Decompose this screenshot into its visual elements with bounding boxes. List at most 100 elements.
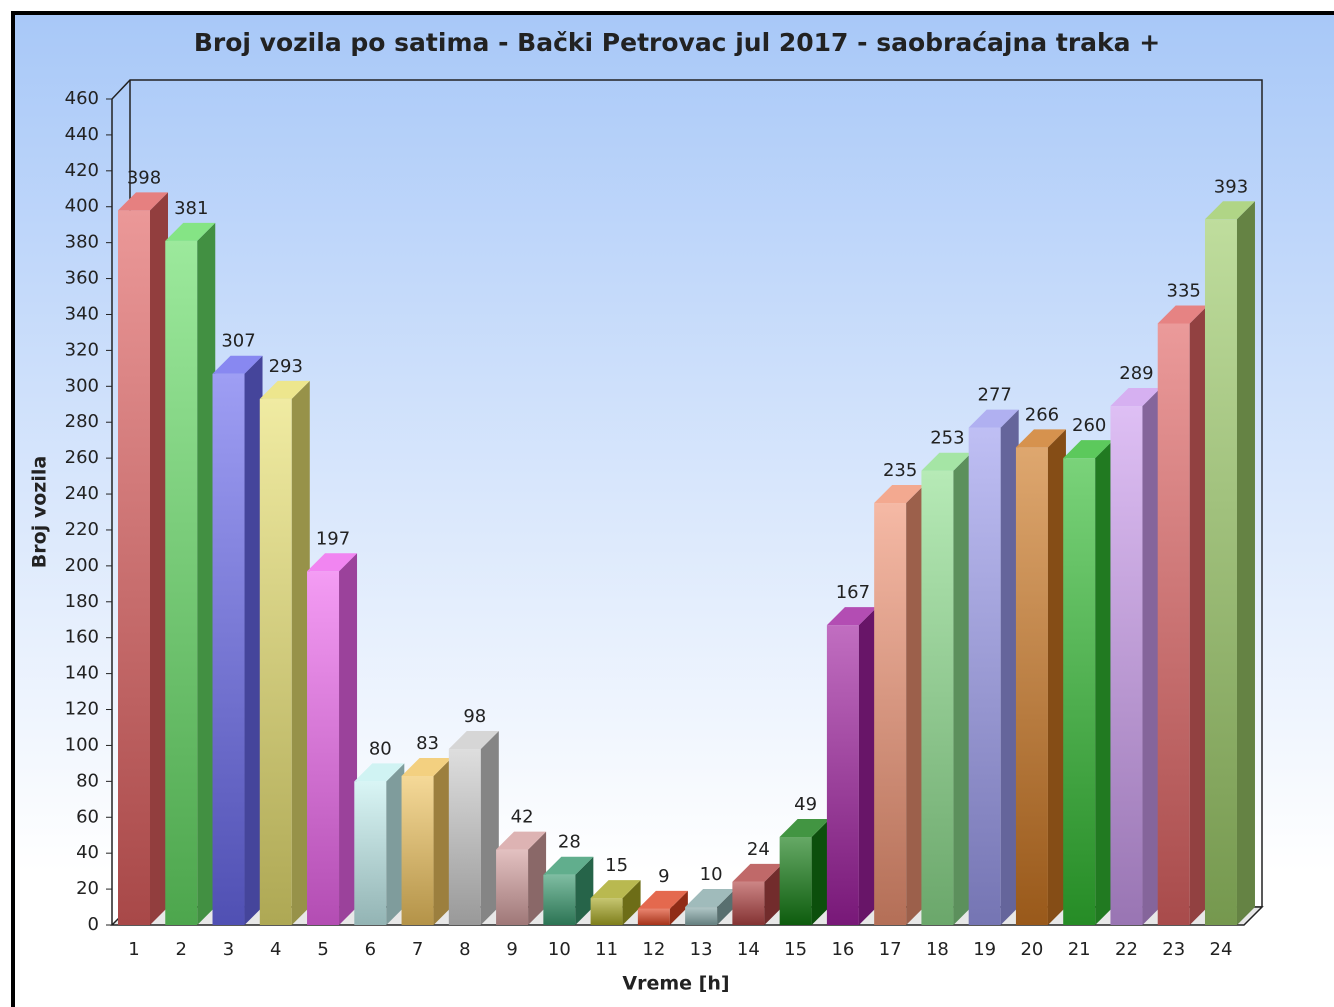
- bar-top: [401, 757, 452, 776]
- bar-top: [874, 485, 925, 504]
- bar-front: [637, 908, 670, 925]
- bar-side: [906, 485, 925, 925]
- x-tick-label: 20: [1020, 939, 1043, 960]
- y-tick-label: 380: [65, 232, 99, 253]
- bar-side: [622, 880, 641, 925]
- data-label: 307: [221, 331, 255, 352]
- bar-front: [921, 470, 954, 925]
- bar-top: [543, 856, 594, 875]
- data-label: 293: [269, 356, 303, 377]
- y-tick-label: 280: [65, 411, 99, 432]
- bar: [1204, 201, 1255, 925]
- bar: [259, 380, 310, 925]
- data-label: 42: [511, 807, 534, 828]
- bar-side: [1236, 201, 1255, 925]
- data-label: 335: [1167, 280, 1201, 301]
- bar-side: [291, 380, 310, 925]
- y-tick-label: 120: [65, 699, 99, 720]
- bar: [590, 880, 641, 925]
- data-label: 289: [1119, 363, 1153, 384]
- bar: [921, 452, 972, 925]
- bar-front: [448, 749, 481, 925]
- y-tick-label: 360: [65, 268, 99, 289]
- x-tick-label: 14: [737, 939, 760, 960]
- bar-front: [118, 210, 150, 925]
- bar-top: [921, 452, 972, 471]
- x-tick-label: 23: [1162, 939, 1185, 960]
- bar-front: [685, 907, 718, 925]
- data-label: 98: [463, 706, 486, 727]
- x-tick-label: 7: [412, 939, 423, 960]
- data-label: 253: [930, 428, 964, 449]
- bar: [968, 409, 1019, 925]
- bar-side: [1189, 305, 1208, 925]
- bar-front: [1110, 406, 1143, 925]
- data-label: 49: [794, 794, 817, 815]
- y-tick-label: 240: [65, 483, 99, 504]
- data-label: 260: [1072, 415, 1106, 436]
- bar-front: [165, 240, 198, 926]
- y-tick-label: 440: [65, 124, 99, 145]
- x-tick-label: 2: [176, 939, 187, 960]
- bar-top: [165, 222, 216, 241]
- bar-front: [496, 849, 529, 925]
- bar-side: [669, 890, 688, 925]
- bar-side: [197, 222, 216, 926]
- y-tick-label: 320: [65, 339, 99, 360]
- y-tick-label: 220: [65, 519, 99, 540]
- y-tick-label: 180: [65, 591, 99, 612]
- bar-side: [1095, 440, 1114, 925]
- bar-front: [1015, 447, 1048, 925]
- y-tick-label: 340: [65, 303, 99, 324]
- bar-front: [968, 427, 1001, 925]
- bar-top: [637, 890, 688, 909]
- y-tick-label: 140: [65, 663, 99, 684]
- y-tick-label: 40: [76, 842, 99, 863]
- bar-side: [386, 763, 405, 925]
- x-axis-title: Vreme [h]: [622, 973, 729, 995]
- y-tick-label: 300: [65, 375, 99, 396]
- bar-side: [244, 355, 263, 926]
- bar-top: [826, 607, 877, 626]
- bar-top: [685, 889, 736, 908]
- x-tick-label: 9: [506, 939, 517, 960]
- x-tick-label: 19: [973, 939, 996, 960]
- x-tick-label: 18: [926, 939, 949, 960]
- data-label: 83: [416, 733, 439, 754]
- bar: [637, 890, 688, 925]
- bar-side: [480, 731, 499, 925]
- data-label: 28: [558, 832, 581, 853]
- y-tick-label: 460: [65, 88, 99, 109]
- bar: [496, 831, 547, 925]
- data-label: 80: [369, 738, 392, 759]
- x-tick-label: 10: [548, 939, 571, 960]
- bar-top: [590, 880, 641, 899]
- bar-side: [717, 889, 736, 925]
- y-axis-title: Broj vozila: [29, 456, 51, 568]
- data-label: 235: [883, 460, 917, 481]
- bar-front: [1157, 323, 1190, 925]
- bar: [1015, 429, 1066, 925]
- bar-side: [575, 856, 594, 925]
- bar: [779, 819, 830, 925]
- bar: [448, 731, 499, 925]
- bar-side: [953, 452, 972, 925]
- y-tick-label: 160: [65, 627, 99, 648]
- bar-top: [1015, 429, 1066, 448]
- bar-top: [1157, 305, 1208, 324]
- bar-top: [968, 409, 1019, 428]
- bar-front: [543, 874, 576, 925]
- data-label: 381: [174, 198, 208, 219]
- y-tick-label: 20: [76, 878, 99, 899]
- x-tick-label: 12: [642, 939, 665, 960]
- bar-top: [1063, 440, 1114, 459]
- bar: [165, 222, 216, 926]
- bar-front: [1063, 458, 1096, 925]
- x-tick-label: 5: [317, 939, 328, 960]
- bar-top: [779, 819, 830, 838]
- bar: [354, 763, 405, 925]
- bar-front: [874, 503, 907, 925]
- bar-side: [150, 192, 168, 925]
- y-tick-label: 420: [65, 160, 99, 181]
